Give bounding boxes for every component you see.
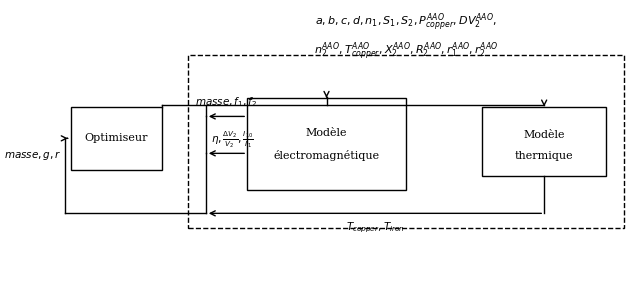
Text: $a,b,c,d,n_1,S_1,S_2,P_{copper}^{AAO},DV_2^{AAO},$: $a,b,c,d,n_1,S_1,S_2,P_{copper}^{AAO},DV…	[315, 12, 497, 34]
Text: Modèle: Modèle	[306, 128, 347, 138]
Bar	[247, 98, 406, 190]
Text: électromagnétique: électromagnétique	[274, 150, 379, 161]
Text: $masse, g, r$: $masse, g, r$	[4, 149, 62, 162]
Text: thermique: thermique	[515, 151, 573, 161]
Text: $n_2^{AAO},T_{copper}^{AAO},X_2^{AAO},R_2^{AAO},r_1^{AAO},r_2^{AAO}$: $n_2^{AAO},T_{copper}^{AAO},X_2^{AAO},R_…	[314, 41, 498, 63]
Text: Modèle: Modèle	[524, 131, 565, 141]
Text: Optimiseur: Optimiseur	[84, 133, 148, 143]
Text: $T_{copper}, T_{iron}$: $T_{copper}, T_{iron}$	[346, 220, 404, 235]
Text: $masse, f_1, f_2$: $masse, f_1, f_2$	[195, 96, 258, 109]
Bar	[188, 55, 623, 228]
Bar	[482, 107, 606, 176]
Text: $\eta, \frac{\Delta V_2}{V_2}, \frac{I_{10}}{I_1}$: $\eta, \frac{\Delta V_2}{V_2}, \frac{I_{…	[211, 129, 254, 151]
Bar	[71, 107, 162, 170]
